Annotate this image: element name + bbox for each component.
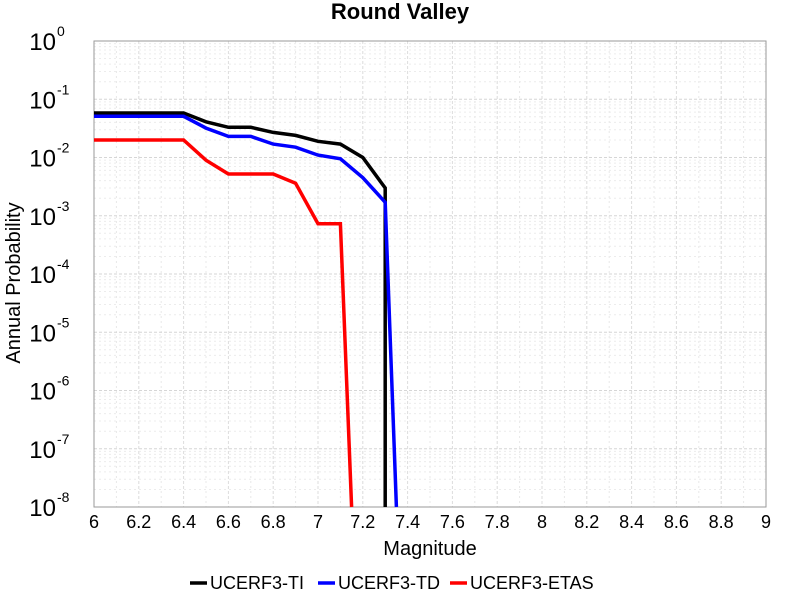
y-tick-label: 10 -2 — [29, 140, 69, 173]
y-tick-exponent: -8 — [57, 489, 70, 505]
x-tick-label: 7.2 — [350, 512, 375, 532]
chart-title: Round Valley — [331, 0, 470, 24]
x-tick-label: 6.4 — [171, 512, 196, 532]
y-tick-label: 10 -3 — [29, 198, 69, 231]
y-tick-base: 10 — [29, 320, 56, 347]
y-tick-base: 10 — [29, 146, 56, 173]
legend: UCERF3-TI UCERF3-TD UCERF3-ETAS — [190, 573, 594, 593]
y-tick-label: 10 -7 — [29, 431, 69, 464]
y-tick-label: 10 0 — [29, 23, 65, 56]
legend-item: UCERF3-ETAS — [450, 573, 594, 593]
x-tick-label: 7 — [313, 512, 323, 532]
x-tick-label: 7.6 — [440, 512, 465, 532]
x-tick-label: 8.4 — [619, 512, 644, 532]
y-tick-label: 10 -6 — [29, 373, 69, 406]
y-tick-label: 10 -8 — [29, 489, 69, 522]
y-tick-exponent: -4 — [57, 256, 70, 272]
y-tick-label: 10 -4 — [29, 256, 69, 289]
series-line — [94, 114, 399, 508]
x-tick-label: 6.2 — [126, 512, 151, 532]
y-tick-exponent: -7 — [57, 431, 70, 447]
x-tick-label: 7.8 — [485, 512, 510, 532]
series-1 — [94, 114, 399, 508]
y-tick-base: 10 — [29, 495, 56, 522]
x-axis-label: Magnitude — [383, 538, 476, 560]
series-0 — [94, 111, 387, 507]
legend-label: UCERF3-TI — [210, 573, 304, 593]
x-tick-label: 9 — [761, 512, 771, 532]
x-tick-label: 8 — [537, 512, 547, 532]
y-tick-base: 10 — [29, 437, 56, 464]
x-tick-label: 6.6 — [216, 512, 241, 532]
y-tick-base: 10 — [29, 379, 56, 406]
series-2 — [94, 138, 354, 508]
legend-label: UCERF3-ETAS — [470, 573, 594, 593]
plot-area — [93, 40, 767, 508]
y-tick-base: 10 — [29, 262, 56, 289]
x-tick-label: 8.2 — [574, 512, 599, 532]
y-tick-exponent: -1 — [57, 81, 70, 97]
legend-item: UCERF3-TD — [318, 573, 440, 593]
x-tick-label: 8.8 — [709, 512, 734, 532]
y-tick-base: 10 — [29, 204, 56, 231]
y-tick-exponent: -5 — [57, 314, 70, 330]
series-line — [94, 111, 387, 507]
series-line — [94, 138, 354, 508]
y-tick-base: 10 — [29, 87, 56, 114]
x-tick-label: 8.6 — [664, 512, 689, 532]
x-tick-label: 7.4 — [395, 512, 420, 532]
y-tick-label: 10 -5 — [29, 314, 69, 347]
y-tick-base: 10 — [29, 29, 56, 56]
y-tick-exponent: -6 — [57, 373, 70, 389]
x-tick-label: 6 — [89, 512, 99, 532]
grid — [93, 40, 767, 508]
y-tick-exponent: 0 — [57, 23, 65, 39]
y-tick-exponent: -2 — [57, 140, 70, 156]
x-tick-label: 6.8 — [261, 512, 286, 532]
x-axis-ticks: 6 6.2 6.4 6.6 6.8 7 7.2 7.4 7.6 7.8 8 8.2 8.4 8.6 8.8 9 — [89, 512, 771, 532]
series-layer — [94, 111, 399, 508]
legend-label: UCERF3-TD — [338, 573, 440, 593]
y-tick-exponent: -3 — [57, 198, 70, 214]
legend-item: UCERF3-TI — [190, 573, 304, 593]
y-tick-label: 10 -1 — [29, 81, 69, 114]
y-axis-label: Annual Probability — [3, 202, 25, 363]
